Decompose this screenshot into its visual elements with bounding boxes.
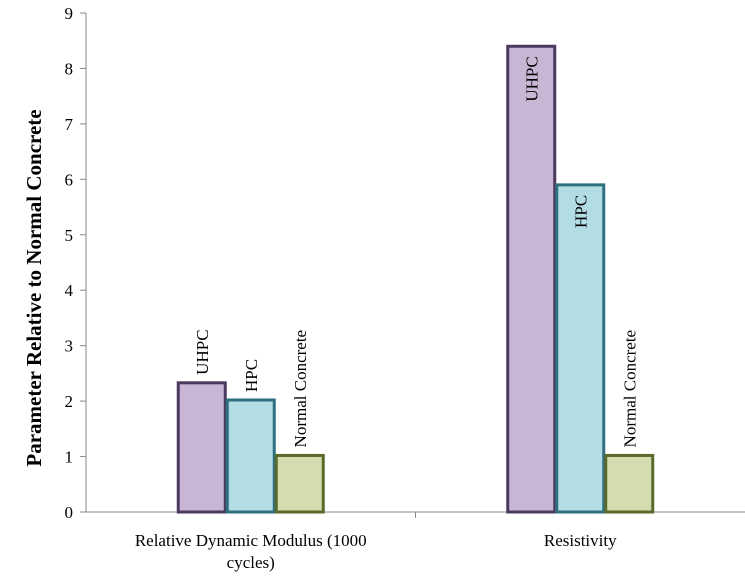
bar-uhpc [176, 381, 227, 514]
bars [176, 44, 655, 514]
y-tick-label: 0 [65, 503, 74, 522]
x-category-label: Resistivity [544, 531, 617, 550]
x-category-label: Relative Dynamic Modulus (1000 [135, 531, 367, 550]
bar-labels: UHPC HPC Normal Concrete UHPC HPC Normal Conc… [193, 56, 640, 447]
bar-uhpc [506, 44, 557, 514]
y-tick-label: 9 [65, 4, 74, 23]
bar-label: HPC [571, 195, 590, 228]
bar-label: UHPC [193, 329, 212, 374]
y-axis-label: Parameter Relative to Normal Concrete [22, 109, 46, 466]
bar-label: HPC [242, 359, 261, 392]
bar-hpc [225, 398, 276, 514]
y-tick-label: 1 [65, 448, 74, 467]
bar-label: UHPC [522, 56, 541, 101]
y-tick-label: 7 [65, 115, 74, 134]
x-categories: Relative Dynamic Modulus (1000 cycles) Res… [135, 531, 617, 572]
y-tick-label: 2 [65, 392, 74, 411]
y-tick-label: 8 [65, 59, 74, 78]
y-tick-label: 5 [65, 226, 74, 245]
bar-label: Normal Concrete [291, 330, 310, 448]
x-category-label: cycles) [227, 553, 275, 572]
bar-hpc [555, 183, 606, 514]
y-tick-label: 4 [65, 281, 74, 300]
y-tick-label: 3 [65, 337, 74, 356]
y-tick-label: 6 [65, 170, 74, 189]
bar-normal-concrete [274, 453, 325, 514]
bar-label: Normal Concrete [620, 330, 639, 448]
bar-normal-concrete [604, 453, 655, 514]
y-ticks: 0 1 2 3 4 5 6 7 8 9 [65, 4, 86, 522]
